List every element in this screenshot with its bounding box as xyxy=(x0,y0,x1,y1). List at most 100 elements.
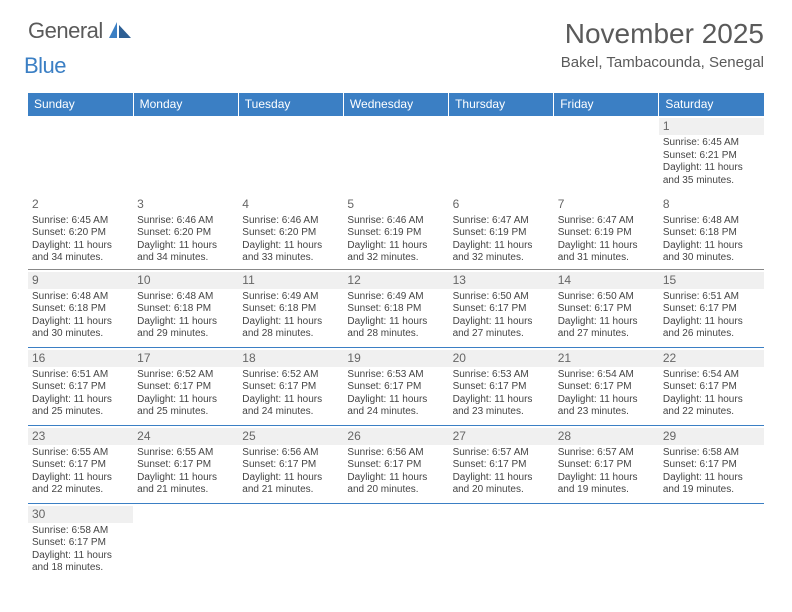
cell-body: Sunrise: 6:45 AMSunset: 6:20 PMDaylight:… xyxy=(32,215,129,265)
sunrise-line: Sunrise: 6:46 AM xyxy=(347,215,444,228)
day-header: Tuesday xyxy=(238,93,343,116)
calendar-cell xyxy=(238,116,343,194)
day-number: 24 xyxy=(133,428,238,445)
calendar-cell: 26Sunrise: 6:56 AMSunset: 6:17 PMDayligh… xyxy=(343,425,448,503)
sunrise-line: Sunrise: 6:53 AM xyxy=(347,369,444,382)
daylight-line: Daylight: 11 hours and 24 minutes. xyxy=(347,394,444,419)
day-header: Friday xyxy=(554,93,659,116)
calendar-table: Sunday Monday Tuesday Wednesday Thursday… xyxy=(28,93,764,581)
calendar-cell: 1Sunrise: 6:45 AMSunset: 6:21 PMDaylight… xyxy=(659,116,764,194)
sunrise-line: Sunrise: 6:48 AM xyxy=(32,291,129,304)
daylight-line: Daylight: 11 hours and 32 minutes. xyxy=(347,240,444,265)
day-number: 26 xyxy=(343,428,448,445)
day-header: Thursday xyxy=(449,93,554,116)
cell-body: Sunrise: 6:54 AMSunset: 6:17 PMDaylight:… xyxy=(558,369,655,419)
sunset-line: Sunset: 6:18 PM xyxy=(347,303,444,316)
day-number: 28 xyxy=(554,428,659,445)
day-number: 18 xyxy=(238,350,343,367)
sunrise-line: Sunrise: 6:48 AM xyxy=(663,215,760,228)
page-title: November 2025 xyxy=(561,18,764,50)
location-label: Bakel, Tambacounda, Senegal xyxy=(561,54,764,71)
daylight-line: Daylight: 11 hours and 29 minutes. xyxy=(137,316,234,341)
cell-body: Sunrise: 6:50 AMSunset: 6:17 PMDaylight:… xyxy=(453,291,550,341)
daylight-line: Daylight: 11 hours and 30 minutes. xyxy=(663,240,760,265)
sunrise-line: Sunrise: 6:53 AM xyxy=(453,369,550,382)
daylight-line: Daylight: 11 hours and 28 minutes. xyxy=(347,316,444,341)
cell-body: Sunrise: 6:57 AMSunset: 6:17 PMDaylight:… xyxy=(453,447,550,497)
sunrise-line: Sunrise: 6:46 AM xyxy=(242,215,339,228)
daylight-line: Daylight: 11 hours and 31 minutes. xyxy=(558,240,655,265)
day-number: 3 xyxy=(133,196,238,213)
calendar-cell: 18Sunrise: 6:52 AMSunset: 6:17 PMDayligh… xyxy=(238,347,343,425)
sunset-line: Sunset: 6:20 PM xyxy=(242,227,339,240)
sunset-line: Sunset: 6:18 PM xyxy=(663,227,760,240)
calendar-cell xyxy=(133,116,238,194)
calendar-cell: 5Sunrise: 6:46 AMSunset: 6:19 PMDaylight… xyxy=(343,194,448,270)
sunset-line: Sunset: 6:19 PM xyxy=(453,227,550,240)
cell-body: Sunrise: 6:45 AMSunset: 6:21 PMDaylight:… xyxy=(663,137,760,187)
day-number: 21 xyxy=(554,350,659,367)
daylight-line: Daylight: 11 hours and 23 minutes. xyxy=(453,394,550,419)
cell-body: Sunrise: 6:48 AMSunset: 6:18 PMDaylight:… xyxy=(663,215,760,265)
calendar-row: 30Sunrise: 6:58 AMSunset: 6:17 PMDayligh… xyxy=(28,503,764,581)
sunset-line: Sunset: 6:17 PM xyxy=(242,381,339,394)
day-number: 29 xyxy=(659,428,764,445)
calendar-cell xyxy=(554,503,659,581)
sunrise-line: Sunrise: 6:45 AM xyxy=(32,215,129,228)
sunrise-line: Sunrise: 6:55 AM xyxy=(32,447,129,460)
cell-body: Sunrise: 6:56 AMSunset: 6:17 PMDaylight:… xyxy=(242,447,339,497)
calendar-cell: 17Sunrise: 6:52 AMSunset: 6:17 PMDayligh… xyxy=(133,347,238,425)
day-number: 20 xyxy=(449,350,554,367)
cell-body: Sunrise: 6:57 AMSunset: 6:17 PMDaylight:… xyxy=(558,447,655,497)
sunrise-line: Sunrise: 6:52 AM xyxy=(242,369,339,382)
logo-sail-icon xyxy=(109,22,131,43)
cell-body: Sunrise: 6:53 AMSunset: 6:17 PMDaylight:… xyxy=(453,369,550,419)
sunrise-line: Sunrise: 6:47 AM xyxy=(453,215,550,228)
day-number: 13 xyxy=(449,272,554,289)
sunset-line: Sunset: 6:17 PM xyxy=(137,381,234,394)
daylight-line: Daylight: 11 hours and 25 minutes. xyxy=(32,394,129,419)
calendar-cell xyxy=(343,116,448,194)
sunrise-line: Sunrise: 6:56 AM xyxy=(347,447,444,460)
sunrise-line: Sunrise: 6:51 AM xyxy=(663,291,760,304)
sunrise-line: Sunrise: 6:46 AM xyxy=(137,215,234,228)
sunset-line: Sunset: 6:17 PM xyxy=(663,381,760,394)
sunrise-line: Sunrise: 6:57 AM xyxy=(453,447,550,460)
cell-body: Sunrise: 6:46 AMSunset: 6:20 PMDaylight:… xyxy=(137,215,234,265)
cell-body: Sunrise: 6:58 AMSunset: 6:17 PMDaylight:… xyxy=(32,525,129,575)
day-number: 15 xyxy=(659,272,764,289)
day-header-row: Sunday Monday Tuesday Wednesday Thursday… xyxy=(28,93,764,116)
sunset-line: Sunset: 6:17 PM xyxy=(32,459,129,472)
day-number: 23 xyxy=(28,428,133,445)
day-number: 19 xyxy=(343,350,448,367)
day-header: Wednesday xyxy=(343,93,448,116)
calendar-cell: 29Sunrise: 6:58 AMSunset: 6:17 PMDayligh… xyxy=(659,425,764,503)
calendar-cell: 16Sunrise: 6:51 AMSunset: 6:17 PMDayligh… xyxy=(28,347,133,425)
cell-body: Sunrise: 6:52 AMSunset: 6:17 PMDaylight:… xyxy=(137,369,234,419)
day-header: Saturday xyxy=(659,93,764,116)
sunrise-line: Sunrise: 6:51 AM xyxy=(32,369,129,382)
cell-body: Sunrise: 6:51 AMSunset: 6:17 PMDaylight:… xyxy=(32,369,129,419)
daylight-line: Daylight: 11 hours and 20 minutes. xyxy=(453,472,550,497)
day-number: 7 xyxy=(554,196,659,213)
day-number: 10 xyxy=(133,272,238,289)
sunset-line: Sunset: 6:17 PM xyxy=(453,459,550,472)
sunset-line: Sunset: 6:20 PM xyxy=(32,227,129,240)
calendar-row: 1Sunrise: 6:45 AMSunset: 6:21 PMDaylight… xyxy=(28,116,764,194)
daylight-line: Daylight: 11 hours and 27 minutes. xyxy=(453,316,550,341)
day-number: 2 xyxy=(28,196,133,213)
calendar-cell: 12Sunrise: 6:49 AMSunset: 6:18 PMDayligh… xyxy=(343,269,448,347)
sunrise-line: Sunrise: 6:55 AM xyxy=(137,447,234,460)
title-block: November 2025 Bakel, Tambacounda, Senega… xyxy=(561,18,764,71)
day-number: 22 xyxy=(659,350,764,367)
calendar-cell: 22Sunrise: 6:54 AMSunset: 6:17 PMDayligh… xyxy=(659,347,764,425)
sunset-line: Sunset: 6:17 PM xyxy=(558,303,655,316)
sunset-line: Sunset: 6:17 PM xyxy=(558,459,655,472)
day-number: 5 xyxy=(343,196,448,213)
sunrise-line: Sunrise: 6:52 AM xyxy=(137,369,234,382)
sunrise-line: Sunrise: 6:49 AM xyxy=(242,291,339,304)
calendar-cell: 27Sunrise: 6:57 AMSunset: 6:17 PMDayligh… xyxy=(449,425,554,503)
day-header: Monday xyxy=(133,93,238,116)
daylight-line: Daylight: 11 hours and 23 minutes. xyxy=(558,394,655,419)
sunrise-line: Sunrise: 6:50 AM xyxy=(558,291,655,304)
